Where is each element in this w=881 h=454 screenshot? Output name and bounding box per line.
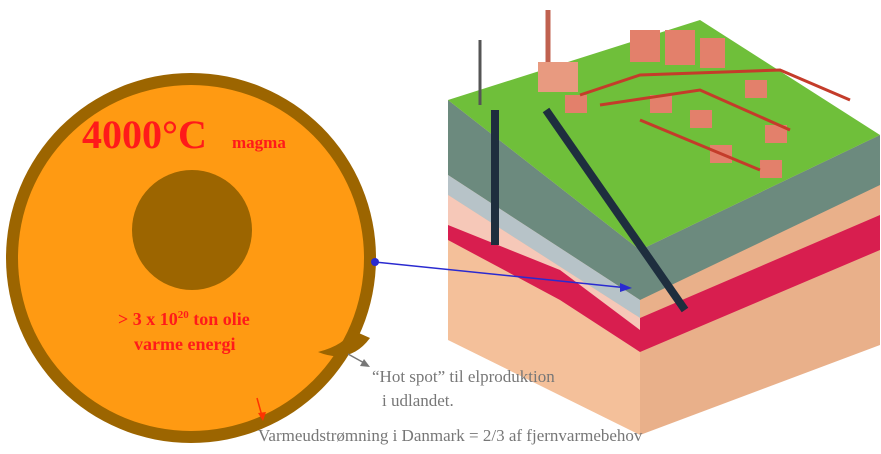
energy-suffix: ton olie — [189, 309, 250, 329]
house — [665, 30, 695, 65]
earth-core — [132, 170, 252, 290]
energy-exponent: 20 — [178, 309, 190, 321]
footer: Varmeudstrømning i Danmark = 2/3 af fjer… — [258, 426, 643, 445]
plant — [538, 62, 578, 92]
gray-arrowhead — [360, 359, 370, 367]
energy-line2: varme energi — [134, 334, 235, 354]
house — [760, 160, 782, 178]
slide: 4000°C magma > 3 x 1020 ton olie varme e… — [0, 0, 881, 449]
house — [630, 30, 660, 62]
link-dot — [371, 258, 379, 266]
energy-prefix: > 3 x 10 — [118, 309, 178, 329]
house — [700, 38, 725, 68]
temperature: 4000°C — [82, 112, 207, 157]
house — [565, 95, 587, 113]
house — [690, 110, 712, 128]
house — [745, 80, 767, 98]
magma-label: magma — [232, 133, 286, 152]
hot-spot-line2: i udlandet. — [382, 391, 454, 410]
hot-spot-line1: “Hot spot” til elproduktion — [372, 367, 555, 386]
